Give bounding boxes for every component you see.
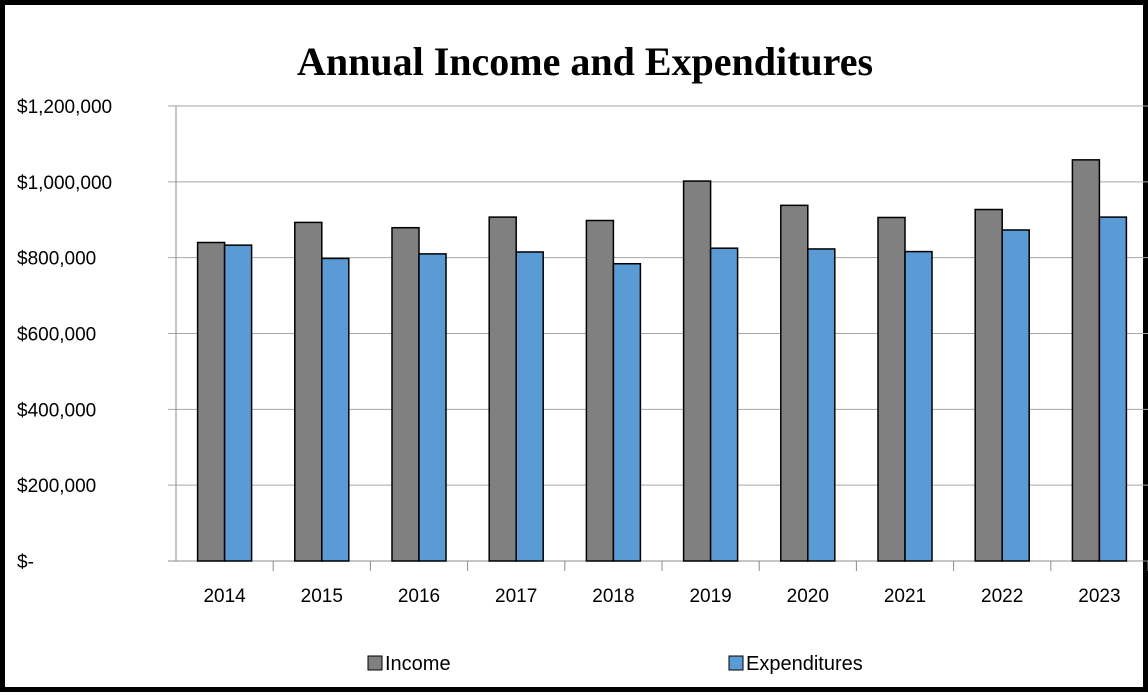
y-tick-label: $200,000	[17, 476, 96, 497]
y-tick-label: $800,000	[17, 249, 96, 270]
bar-income-2023	[1071, 159, 1101, 562]
legend-swatch-income	[367, 655, 383, 671]
bar-chart: Annual Income and Expenditures $- $200,00…	[17, 39, 1148, 675]
x-tick-label: 2020	[787, 586, 829, 607]
x-tick-label: 2015	[301, 586, 343, 607]
bar-expenditures-2017	[515, 251, 544, 562]
x-tick-label: 2017	[495, 586, 537, 607]
chart-title: Annual Income and Expenditures	[297, 39, 873, 84]
y-tick-label: $1,000,000	[17, 173, 112, 194]
legend: Income Expenditures	[367, 653, 863, 675]
bar-expenditures-2016	[418, 253, 447, 562]
y-axis-tick-labels: $- $200,000 $400,000 $600,000 $800,000 $1,000…	[17, 97, 112, 573]
bar-expenditures-2014	[223, 244, 253, 562]
bar-income-2014	[196, 241, 226, 562]
x-tick-label: 2022	[981, 586, 1023, 607]
bar-expenditures-2021	[904, 250, 933, 562]
x-tick-label: 2014	[203, 586, 246, 607]
bar-expenditures-2023	[1098, 216, 1128, 562]
bar-income-2021	[877, 216, 906, 562]
y-tick-label: $-	[17, 552, 34, 573]
bars	[196, 159, 1128, 562]
y-tick-label: $600,000	[17, 325, 96, 346]
bar-expenditures-2022	[1001, 229, 1030, 562]
bar-expenditures-2019	[709, 247, 739, 562]
x-tick-label: 2018	[592, 586, 634, 607]
bar-income-2016	[391, 226, 420, 562]
bar-income-2018	[585, 219, 615, 562]
bar-income-2019	[682, 180, 712, 562]
x-tick-label: 2021	[884, 586, 926, 607]
bar-income-2017	[488, 216, 517, 562]
x-tick-label: 2016	[398, 586, 440, 607]
bar-expenditures-2015	[321, 257, 350, 562]
x-axis-tick-labels: 2014 2015 2016 2017 2018 2019 2020 2021 2022 2023	[203, 586, 1120, 607]
bar-income-2022	[974, 208, 1003, 562]
y-tick-label: $1,200,000	[17, 97, 112, 118]
y-tick-label: $400,000	[17, 400, 96, 421]
bar-income-2020	[780, 204, 809, 562]
bar-income-2015	[294, 221, 323, 562]
legend-label-expenditures: Expenditures	[746, 653, 863, 675]
x-tick-label: 2019	[689, 586, 731, 607]
x-tick-label: 2023	[1078, 586, 1120, 607]
legend-swatch-expenditures	[728, 655, 744, 671]
bar-expenditures-2018	[612, 262, 642, 562]
bar-expenditures-2020	[807, 248, 836, 562]
legend-label-income: Income	[385, 653, 451, 675]
